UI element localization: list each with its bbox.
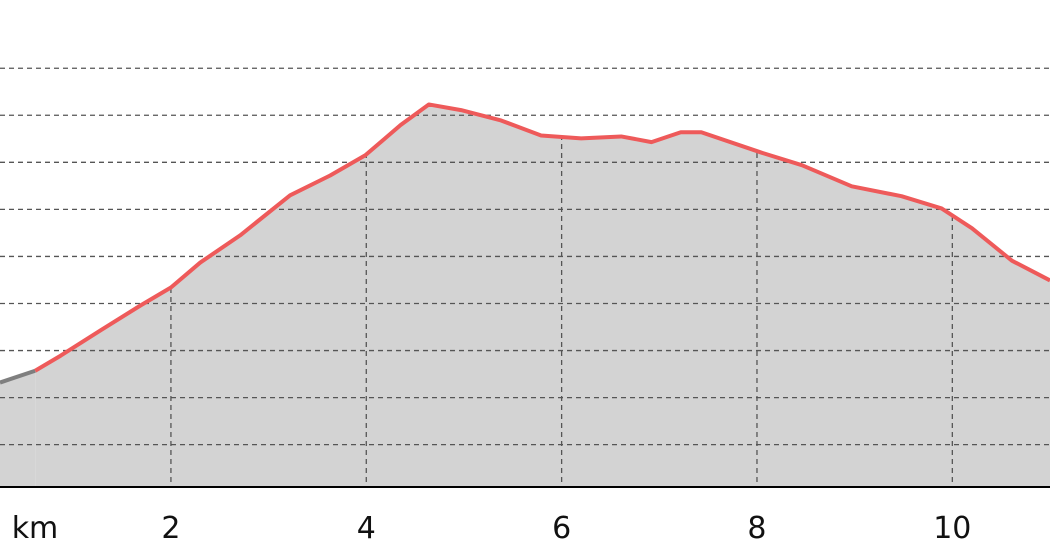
x-tick-label: 4 [357, 511, 376, 546]
vertical-grid [170, 104, 953, 487]
x-tick-label: 8 [747, 511, 766, 546]
x-tick-label: 10 [933, 511, 971, 546]
area-fill [35, 104, 1050, 487]
area-fill [0, 370, 36, 487]
x-tick-label: 2 [161, 511, 180, 546]
profile-line [0, 368, 36, 385]
x-tick-label: 6 [552, 511, 571, 546]
profile-line [34, 102, 1050, 373]
x-axis-label: km [12, 511, 59, 546]
